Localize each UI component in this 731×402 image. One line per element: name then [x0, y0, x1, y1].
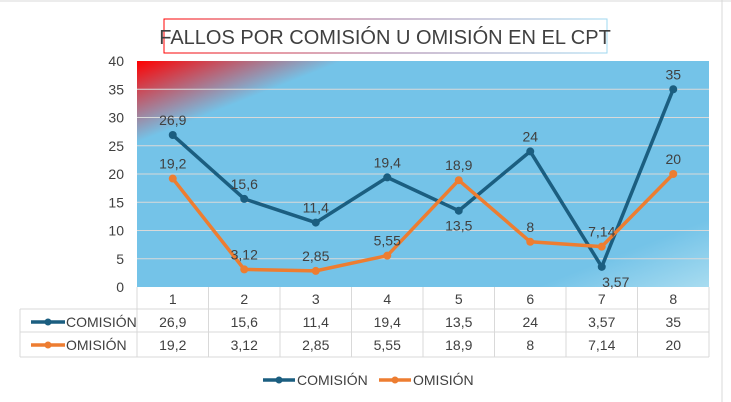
data-label: 20: [665, 151, 681, 167]
data-label: 3,57: [602, 274, 629, 290]
x-tick-label: 8: [669, 291, 677, 307]
y-tick-label: 5: [116, 251, 124, 267]
data-label: 24: [522, 128, 538, 144]
y-tick-label: 40: [108, 53, 124, 69]
legend-label: OMISIÓN: [413, 372, 474, 388]
data-point: [526, 237, 535, 246]
data-point: [526, 147, 535, 156]
table-legend-marker: [44, 341, 52, 349]
data-point: [383, 251, 392, 260]
y-tick-label: 30: [108, 110, 124, 126]
table-cell: 35: [665, 314, 681, 330]
data-label: 19,2: [159, 156, 186, 172]
x-tick-label: 2: [240, 291, 248, 307]
table-cell: 8: [526, 337, 534, 353]
data-point: [454, 176, 463, 185]
data-point: [597, 242, 606, 251]
data-label: 5,55: [374, 233, 401, 249]
data-label: 35: [665, 66, 681, 82]
data-point: [669, 170, 678, 178]
data-point: [669, 85, 678, 94]
data-label: 18,9: [445, 157, 472, 173]
table-cell: 5,55: [374, 337, 401, 353]
data-label: 7,14: [588, 224, 615, 240]
table-legend-marker: [44, 318, 52, 326]
data-point: [454, 206, 463, 215]
y-tick-label: 25: [108, 138, 124, 154]
title-box: [163, 18, 608, 54]
data-point: [240, 194, 249, 203]
data-label: 3,12: [231, 246, 258, 262]
x-tick-label: 1: [169, 291, 177, 307]
table-cell: 3,12: [231, 337, 258, 353]
table-cell: 3,57: [588, 314, 615, 330]
x-tick-label: 3: [312, 291, 320, 307]
x-tick-label: 7: [598, 291, 606, 307]
data-label: 15,6: [231, 176, 258, 192]
data-point: [311, 218, 320, 227]
data-point: [240, 265, 249, 274]
data-point: [311, 266, 320, 275]
table-series-name: OMISIÓN: [66, 337, 127, 353]
data-label: 8: [526, 219, 534, 235]
y-tick-label: 35: [108, 81, 124, 97]
data-label: 2,85: [302, 248, 329, 264]
legend-marker: [275, 376, 283, 384]
table-cell: 18,9: [445, 337, 472, 353]
table-cell: 13,5: [445, 314, 472, 330]
data-label: 19,4: [374, 154, 401, 170]
table-cell: 15,6: [231, 314, 258, 330]
data-point: [168, 174, 177, 183]
legend-label: COMISIÓN: [297, 372, 368, 388]
table-cell: 7,14: [588, 337, 615, 353]
x-tick-label: 6: [526, 291, 534, 307]
table-cell: 11,4: [303, 314, 329, 330]
series-line-omisión: [171, 172, 675, 273]
data-point: [168, 131, 177, 140]
y-tick-label: 10: [108, 223, 124, 239]
table-cell: 19,4: [374, 314, 401, 330]
table-cell: 24: [522, 314, 538, 330]
data-point: [383, 173, 392, 182]
table-cell: 26,9: [159, 314, 186, 330]
legend-marker: [391, 376, 399, 384]
x-tick-label: 4: [383, 291, 391, 307]
data-point: [597, 262, 606, 271]
y-tick-label: 15: [108, 194, 124, 210]
table-series-name: COMISIÓN: [66, 314, 137, 330]
y-tick-label: 0: [116, 279, 124, 295]
data-label: 11,4: [303, 200, 329, 216]
table-cell: 19,2: [159, 337, 186, 353]
x-tick-label: 5: [455, 291, 463, 307]
table-cell: 2,85: [302, 337, 329, 353]
data-label: 26,9: [159, 112, 186, 128]
y-tick-label: 20: [108, 166, 124, 182]
data-label: 13,5: [445, 218, 472, 234]
table-cell: 20: [665, 337, 681, 353]
chart-title: FALLOS POR COMISIÓN U OMISIÓN EN EL CPT: [159, 26, 611, 49]
